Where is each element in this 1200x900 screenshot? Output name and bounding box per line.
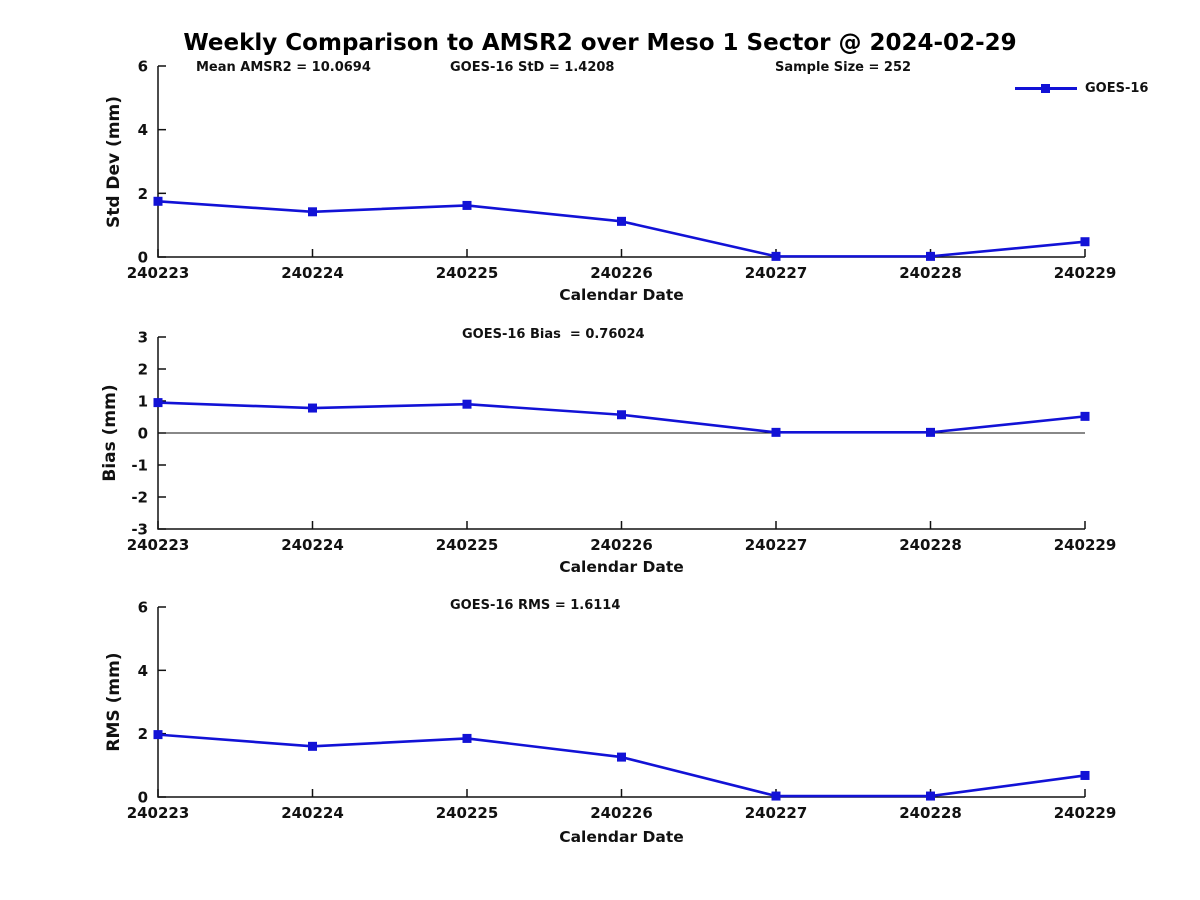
x-tick-label: 240227	[745, 804, 808, 822]
x-tick-label: 240228	[899, 264, 962, 282]
data-line	[157, 199, 1086, 258]
y-tick-label: 0	[138, 789, 148, 807]
data-point-marker	[926, 251, 935, 261]
x-tick-label: 240228	[899, 536, 962, 554]
y-axis-label-bias: Bias (mm)	[100, 384, 120, 482]
data-point-marker	[1080, 411, 1090, 421]
legend: GOES-16	[1015, 81, 1148, 96]
x-tick-label: 240223	[127, 264, 190, 282]
data-point-marker	[462, 200, 472, 210]
y-tick-label: -1	[131, 457, 148, 475]
data-point-marker	[308, 741, 317, 751]
y-tick-label: 2	[138, 725, 148, 743]
x-axis-label-stddev: Calendar Date	[559, 286, 684, 304]
y-axis-label-stddev: Std Dev (mm)	[104, 95, 124, 229]
data-point-marker	[153, 730, 163, 740]
data-point-marker	[153, 196, 163, 206]
data-point-marker	[1080, 237, 1090, 247]
y-tick-label: 2	[138, 185, 148, 203]
x-tick-label: 240227	[745, 536, 808, 554]
y-tick-label: 6	[138, 599, 148, 617]
legend-label: GOES-16	[1085, 81, 1149, 96]
legend-marker-icon	[1041, 83, 1050, 93]
y-tick-label: 4	[138, 662, 148, 680]
data-point-marker	[771, 251, 781, 261]
x-tick-label: 240223	[127, 536, 190, 554]
y-tick-label: 1	[138, 393, 148, 411]
x-axis-label-rms: Calendar Date	[559, 828, 684, 846]
y-tick-label: -2	[131, 489, 148, 507]
axis-spines	[157, 607, 1085, 798]
annotation-goes16-rms: GOES-16 RMS = 1.6114	[450, 598, 621, 613]
data-point-marker	[926, 791, 935, 801]
x-tick-label: 240226	[590, 264, 653, 282]
data-point-marker	[926, 427, 935, 437]
data-point-marker	[308, 403, 317, 413]
annotation-goes16-bias: GOES-16 Bias = 0.76024	[462, 327, 645, 342]
data-point-marker	[617, 752, 626, 762]
x-tick-label: 240229	[1054, 804, 1117, 822]
y-tick-label: 4	[138, 121, 148, 139]
x-tick-label: 240225	[436, 264, 499, 282]
x-tick-label: 240225	[436, 804, 499, 822]
legend-line-sample	[1015, 83, 1077, 93]
x-tick-label: 240224	[281, 264, 344, 282]
x-tick-label: 240224	[281, 536, 344, 554]
x-tick-label: 240228	[899, 804, 962, 822]
data-point-marker	[462, 733, 472, 743]
y-tick-label: 0	[138, 249, 148, 267]
x-tick-label: 240226	[590, 536, 653, 554]
y-tick-label: 2	[138, 361, 148, 379]
x-tick-label: 240225	[436, 536, 499, 554]
x-tick-label: 240229	[1054, 264, 1117, 282]
annotation-mean-amsr2: Mean AMSR2 = 10.0694	[196, 60, 371, 75]
x-tick-label: 240227	[745, 264, 808, 282]
y-tick-label: -3	[131, 521, 148, 539]
y-tick-label: 0	[138, 425, 148, 443]
data-point-marker	[1080, 770, 1090, 780]
x-axis-label-bias: Calendar Date	[559, 558, 684, 576]
y-axis-label-rms: RMS (mm)	[104, 652, 124, 752]
x-tick-label: 240223	[127, 804, 190, 822]
x-tick-label: 240229	[1054, 536, 1117, 554]
figure-title: Weekly Comparison to AMSR2 over Meso 1 S…	[183, 30, 1017, 56]
y-tick-label: 3	[138, 329, 148, 347]
data-point-marker	[617, 410, 626, 420]
data-point-marker	[771, 427, 781, 437]
data-point-marker	[617, 216, 626, 226]
annotation-sample-size: Sample Size = 252	[775, 60, 912, 75]
data-line	[157, 733, 1086, 798]
annotation-goes16-std: GOES-16 StD = 1.4208	[450, 60, 615, 75]
data-point-marker	[462, 399, 472, 409]
data-point-marker	[771, 791, 781, 801]
y-tick-label: 6	[138, 58, 148, 76]
x-tick-label: 240226	[590, 804, 653, 822]
data-point-marker	[308, 207, 317, 217]
x-tick-label: 240224	[281, 804, 344, 822]
data-point-marker	[153, 398, 163, 408]
axis-spines	[157, 66, 1085, 258]
